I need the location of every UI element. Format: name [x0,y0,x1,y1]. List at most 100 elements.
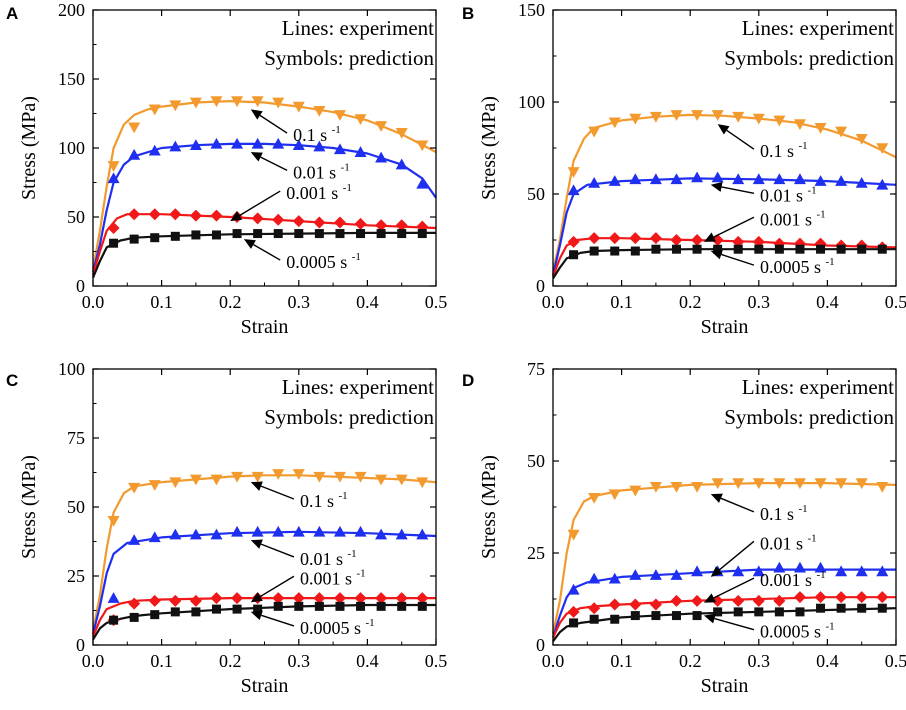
prediction-marker-0-0005-s [692,244,702,254]
prediction-marker-0-001-s [128,208,141,221]
prediction-marker-0-1-s [375,121,388,132]
prediction-marker-0-01-s [855,176,868,188]
prediction-marker-0-01-s [395,528,408,540]
prediction-marker-0-0005-s [671,244,681,254]
prediction-marker-0-01-s [588,176,601,188]
prediction-marker-0-001-s [567,605,580,618]
prediction-marker-0-01-s [814,561,827,573]
prediction-marker-0-1-s [416,140,429,152]
annotation-label-0-001-s: 0.001 s -1 [286,182,352,203]
prediction-marker-0-001-s [313,216,326,229]
x-tick-label: 0.0 [82,292,105,312]
prediction-marker-0-0005-s [397,601,407,611]
prediction-marker-0-0005-s [610,614,620,624]
prediction-marker-0-1-s [793,119,806,131]
legend-lines-note: Lines: experiment [282,375,434,399]
prediction-marker-0-0005-s [232,604,242,614]
prediction-marker-0-01-s [210,528,223,540]
prediction-marker-0-0005-s [877,244,887,254]
prediction-marker-0-0005-s [211,230,221,240]
prediction-marker-0-01-s [416,528,429,540]
prediction-marker-0-1-s [876,481,889,493]
annotation-label-0-1-s: 0.1 s -1 [760,140,808,161]
prediction-marker-0-1-s [629,485,642,497]
annotation-arrow-head [710,566,723,577]
annotation-arrow-head [717,124,730,135]
x-tick-label: 0.5 [885,651,906,671]
prediction-marker-0-01-s [416,177,429,189]
prediction-marker-0-01-s [313,140,326,152]
prediction-marker-0-01-s [608,175,621,186]
prediction-marker-0-1-s [251,96,264,108]
prediction-marker-0-0005-s [109,238,119,248]
prediction-marker-0-1-s [189,474,202,486]
legend-symbols-note: Symbols: prediction [264,46,434,70]
prediction-marker-0-01-s [210,137,223,149]
prediction-marker-0-001-s [855,591,868,604]
annotation-arrow-head [703,593,716,603]
prediction-marker-0-1-s [711,110,724,121]
prediction-marker-0-001-s [210,209,223,222]
prediction-marker-0-001-s [148,208,161,221]
prediction-marker-0-0005-s [713,244,723,254]
prediction-marker-0-1-s [251,471,264,483]
legend-lines-note: Lines: experiment [742,375,894,399]
prediction-marker-0-1-s [691,481,704,493]
prediction-marker-0-001-s [588,232,601,245]
annotation-arrow-head [230,211,243,222]
prediction-marker-0-1-s [107,516,120,527]
prediction-marker-0-1-s [231,471,244,483]
legend-lines-note: Lines: experiment [282,16,434,40]
y-tick-label: 100 [58,359,85,379]
prediction-marker-0-1-s [711,478,724,490]
x-axis-label: Strain [241,675,289,697]
prediction-marker-0-0005-s [651,611,661,621]
prediction-marker-0-0005-s [754,607,764,617]
prediction-marker-0-01-s [313,525,326,537]
prediction-marker-0-0005-s [795,607,805,617]
prediction-marker-0-01-s [272,525,285,537]
prediction-marker-0-001-s [169,594,182,607]
y-tick-label: 75 [67,428,85,448]
prediction-marker-0-0005-s [314,601,324,611]
prediction-marker-0-01-s [395,158,408,170]
annotation-arrow-shaft [239,190,281,217]
prediction-marker-0-1-s [292,101,305,113]
annotation-arrow-head [710,493,723,503]
prediction-marker-0-001-s [395,219,408,232]
prediction-marker-0-1-s [107,161,120,172]
y-axis-label: Stress (MPa) [478,455,500,559]
prediction-marker-0-1-s [169,100,182,112]
prediction-marker-0-01-s [128,534,141,545]
series-line-0-001-s [91,213,437,276]
prediction-marker-0-0005-s [836,244,846,254]
annotation-label-0-1-s: 0.1 s -1 [760,503,808,524]
prediction-marker-0-0005-s [150,610,160,620]
prediction-marker-0-1-s [649,481,662,493]
prediction-marker-0-0005-s [191,230,201,240]
prediction-marker-0-01-s [793,561,806,573]
y-tick-label: 75 [527,359,545,379]
y-tick-label: 50 [67,497,85,517]
prediction-marker-0-1-s [814,478,827,490]
prediction-marker-0-1-s [231,96,244,108]
prediction-marker-0-001-s [251,212,264,225]
prediction-marker-0-001-s [148,594,161,607]
prediction-marker-0-001-s [272,213,285,226]
annotation-arrow-shaft [259,575,295,598]
prediction-marker-0-1-s [752,113,765,125]
panel-label: A [6,4,18,23]
prediction-marker-0-001-s [670,594,683,607]
prediction-marker-0-001-s [375,219,388,232]
prediction-marker-0-001-s [773,594,786,607]
prediction-marker-0-1-s [814,122,827,134]
prediction-marker-0-0005-s [589,614,599,624]
x-tick-label: 0.0 [82,651,105,671]
prediction-marker-0-1-s [855,478,868,490]
prediction-marker-0-001-s [835,591,848,604]
prediction-marker-0-001-s [189,209,202,222]
prediction-marker-0-0005-s [356,229,366,239]
prediction-marker-0-0005-s [733,244,743,254]
y-tick-label: 0 [536,276,545,296]
